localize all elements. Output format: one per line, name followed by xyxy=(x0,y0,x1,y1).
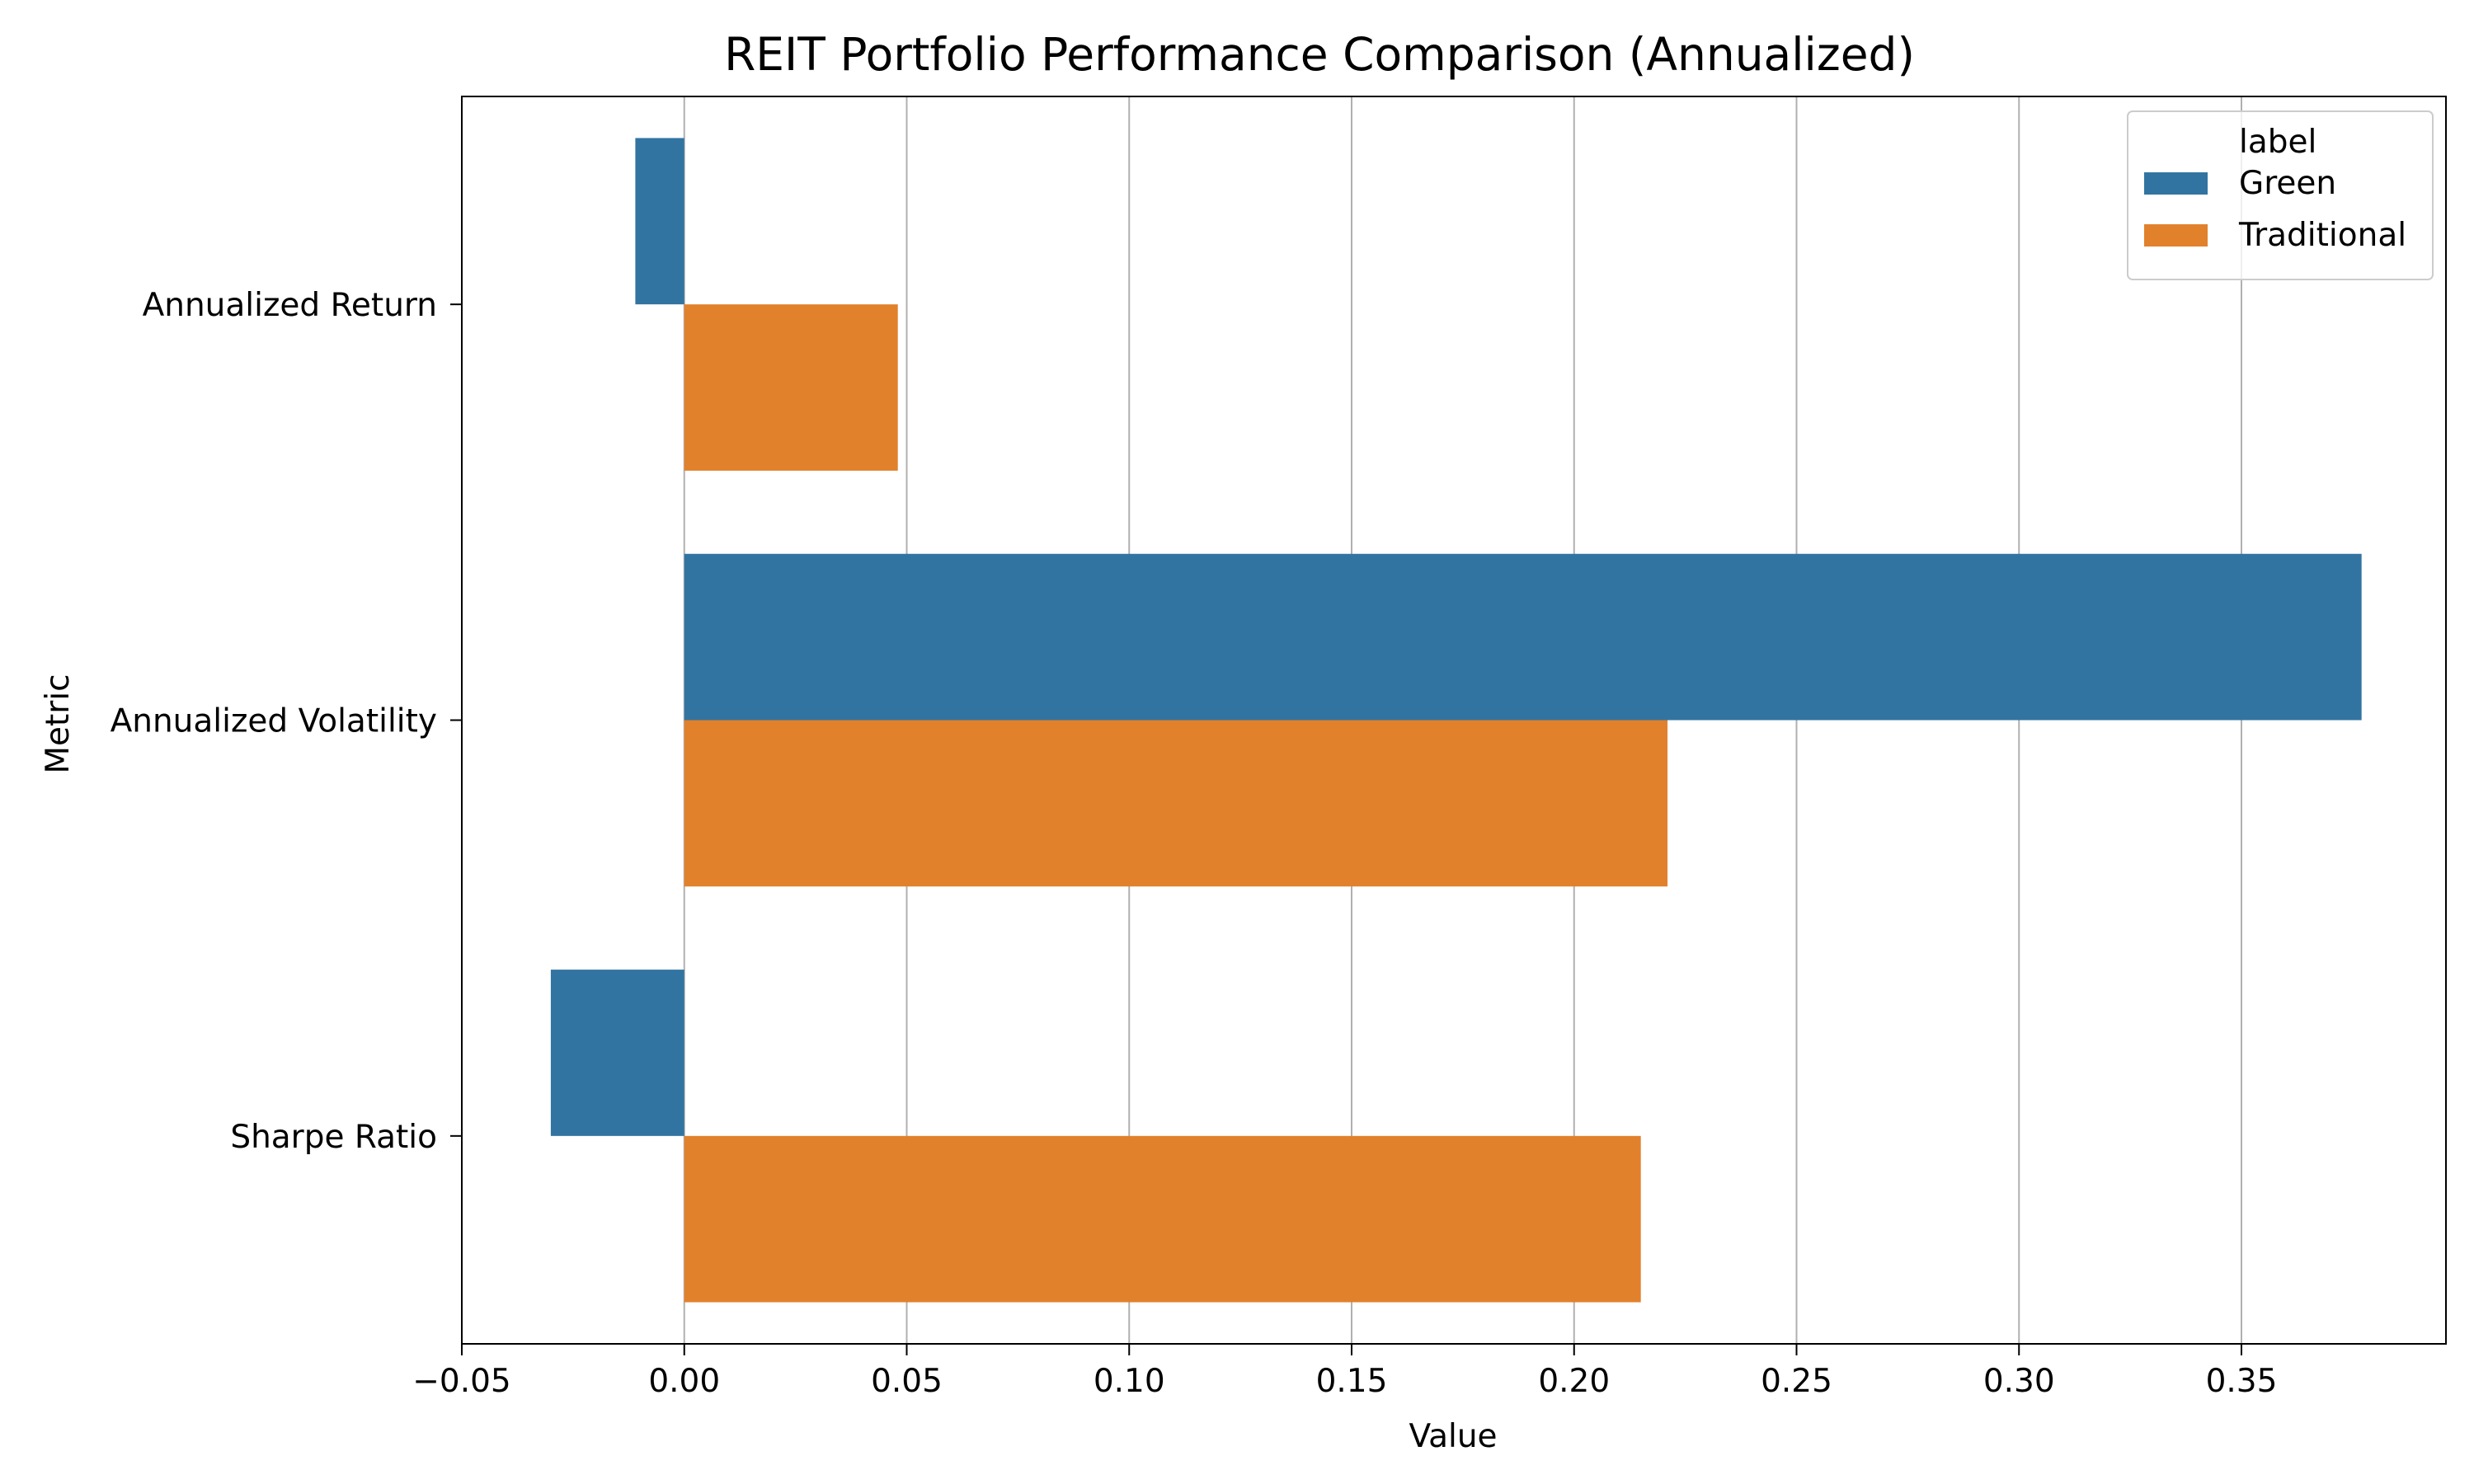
legend-label-green: Green xyxy=(2239,165,2336,202)
bar-green-annualized-return xyxy=(635,138,684,305)
x-axis-ticks: −0.05 0.00 0.05 0.10 0.15 0.20 0.25 0.30 0.35 xyxy=(412,1344,2277,1400)
legend-swatch-traditional xyxy=(2144,224,2208,247)
bar-green-sharpe-ratio xyxy=(550,970,684,1136)
y-tick-label: Annualized Return xyxy=(143,287,437,324)
x-tick-label: 0.05 xyxy=(871,1363,943,1400)
x-tick-label: 0.30 xyxy=(1983,1363,2055,1400)
x-tick-label: 0.25 xyxy=(1761,1363,1832,1400)
x-tick-label: 0.35 xyxy=(2206,1363,2278,1400)
legend-title: label xyxy=(2239,124,2316,161)
y-axis-label: Metric xyxy=(40,674,77,773)
x-tick-label: −0.05 xyxy=(412,1363,511,1400)
bar-traditional-sharpe-ratio xyxy=(684,1135,1641,1303)
x-tick-label: 0.20 xyxy=(1538,1363,1610,1400)
y-axis-ticks: Annualized Return Annualized Volatility Sh… xyxy=(111,287,462,1156)
x-axis-label: Value xyxy=(1409,1418,1497,1455)
x-tick-label: 0.10 xyxy=(1094,1363,1165,1400)
bar-traditional-annualized-return xyxy=(684,304,898,471)
y-tick-label: Annualized Volatility xyxy=(111,703,437,740)
bar-traditional-annualized-volatility xyxy=(684,720,1668,887)
bar-green-annualized-volatility xyxy=(684,553,2362,721)
chart-title: REIT Portfolio Performance Comparison (A… xyxy=(724,28,1915,81)
legend: label Green Traditional xyxy=(2127,110,2434,280)
x-tick-label: 0.00 xyxy=(648,1363,720,1400)
x-tick-label: 0.15 xyxy=(1316,1363,1388,1400)
legend-swatch-green xyxy=(2144,172,2208,195)
legend-label-traditional: Traditional xyxy=(2238,217,2406,254)
bars xyxy=(550,138,2362,1303)
y-tick-label: Sharpe Ratio xyxy=(230,1119,437,1156)
